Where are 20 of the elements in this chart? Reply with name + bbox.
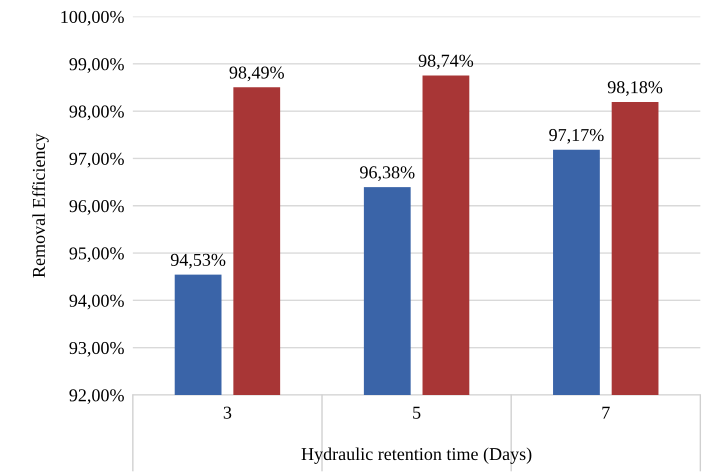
y-tick-label: 93,00% — [69, 342, 124, 357]
data-label: 97,17% — [549, 128, 604, 144]
x-tick-label: 3 — [224, 406, 232, 419]
y-tick-label: 95,00% — [69, 247, 124, 262]
y-tick-label: 94,00% — [69, 294, 124, 310]
y-tick-label: 98,00% — [69, 105, 124, 120]
y-axis-title: Removal Efficiency — [32, 134, 49, 278]
data-label: 96,38% — [360, 166, 414, 182]
y-tick-label: 100,00% — [61, 10, 124, 26]
data-label: 94,53% — [170, 254, 226, 269]
y-tick-label: 92,00% — [69, 389, 124, 404]
data-label: 98,74% — [418, 54, 474, 70]
y-tick-label: 96,00% — [69, 200, 124, 215]
x-tick-label: 7 — [602, 406, 610, 419]
x-tick-label: 5 — [413, 406, 420, 419]
x-axis-title: Hydraulic retention time (Days) — [302, 447, 532, 464]
y-tick-label: 99,00% — [69, 58, 124, 73]
y-tick-label: 97,00% — [69, 152, 124, 168]
data-label: 98,49% — [230, 66, 284, 82]
data-label: 98,18% — [608, 81, 662, 96]
